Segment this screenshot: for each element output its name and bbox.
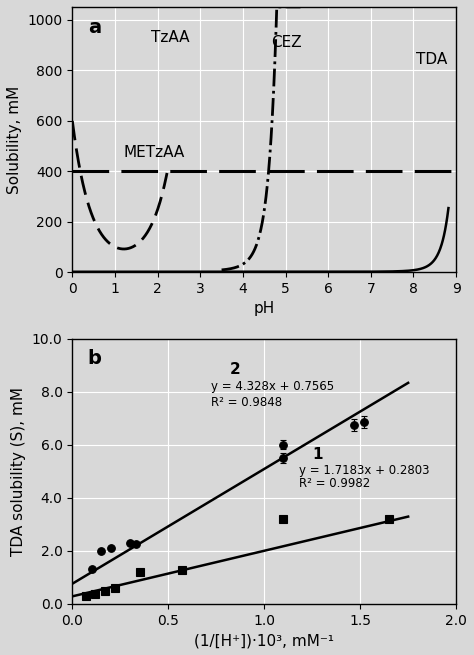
Text: METzAA: METzAA bbox=[124, 145, 185, 160]
X-axis label: (1/[H⁺])·10³, mM⁻¹: (1/[H⁺])·10³, mM⁻¹ bbox=[194, 633, 334, 648]
Text: y = 1.7183x + 0.2803: y = 1.7183x + 0.2803 bbox=[299, 464, 429, 477]
Text: TDA: TDA bbox=[416, 52, 447, 67]
Text: R² = 0.9982: R² = 0.9982 bbox=[299, 477, 370, 491]
Text: y = 4.328x + 0.7565: y = 4.328x + 0.7565 bbox=[210, 380, 334, 393]
Y-axis label: Solubility, mM: Solubility, mM bbox=[7, 85, 22, 194]
Text: 2: 2 bbox=[230, 362, 240, 377]
Y-axis label: TDA solubility (S), mM: TDA solubility (S), mM bbox=[11, 386, 27, 555]
Text: R² = 0.9848: R² = 0.9848 bbox=[210, 396, 282, 409]
Text: 1: 1 bbox=[312, 447, 323, 462]
Text: a: a bbox=[88, 18, 101, 37]
Text: TzAA: TzAA bbox=[151, 29, 190, 45]
Text: b: b bbox=[88, 349, 101, 368]
Text: CEZ: CEZ bbox=[271, 35, 301, 50]
X-axis label: pH: pH bbox=[254, 301, 275, 316]
